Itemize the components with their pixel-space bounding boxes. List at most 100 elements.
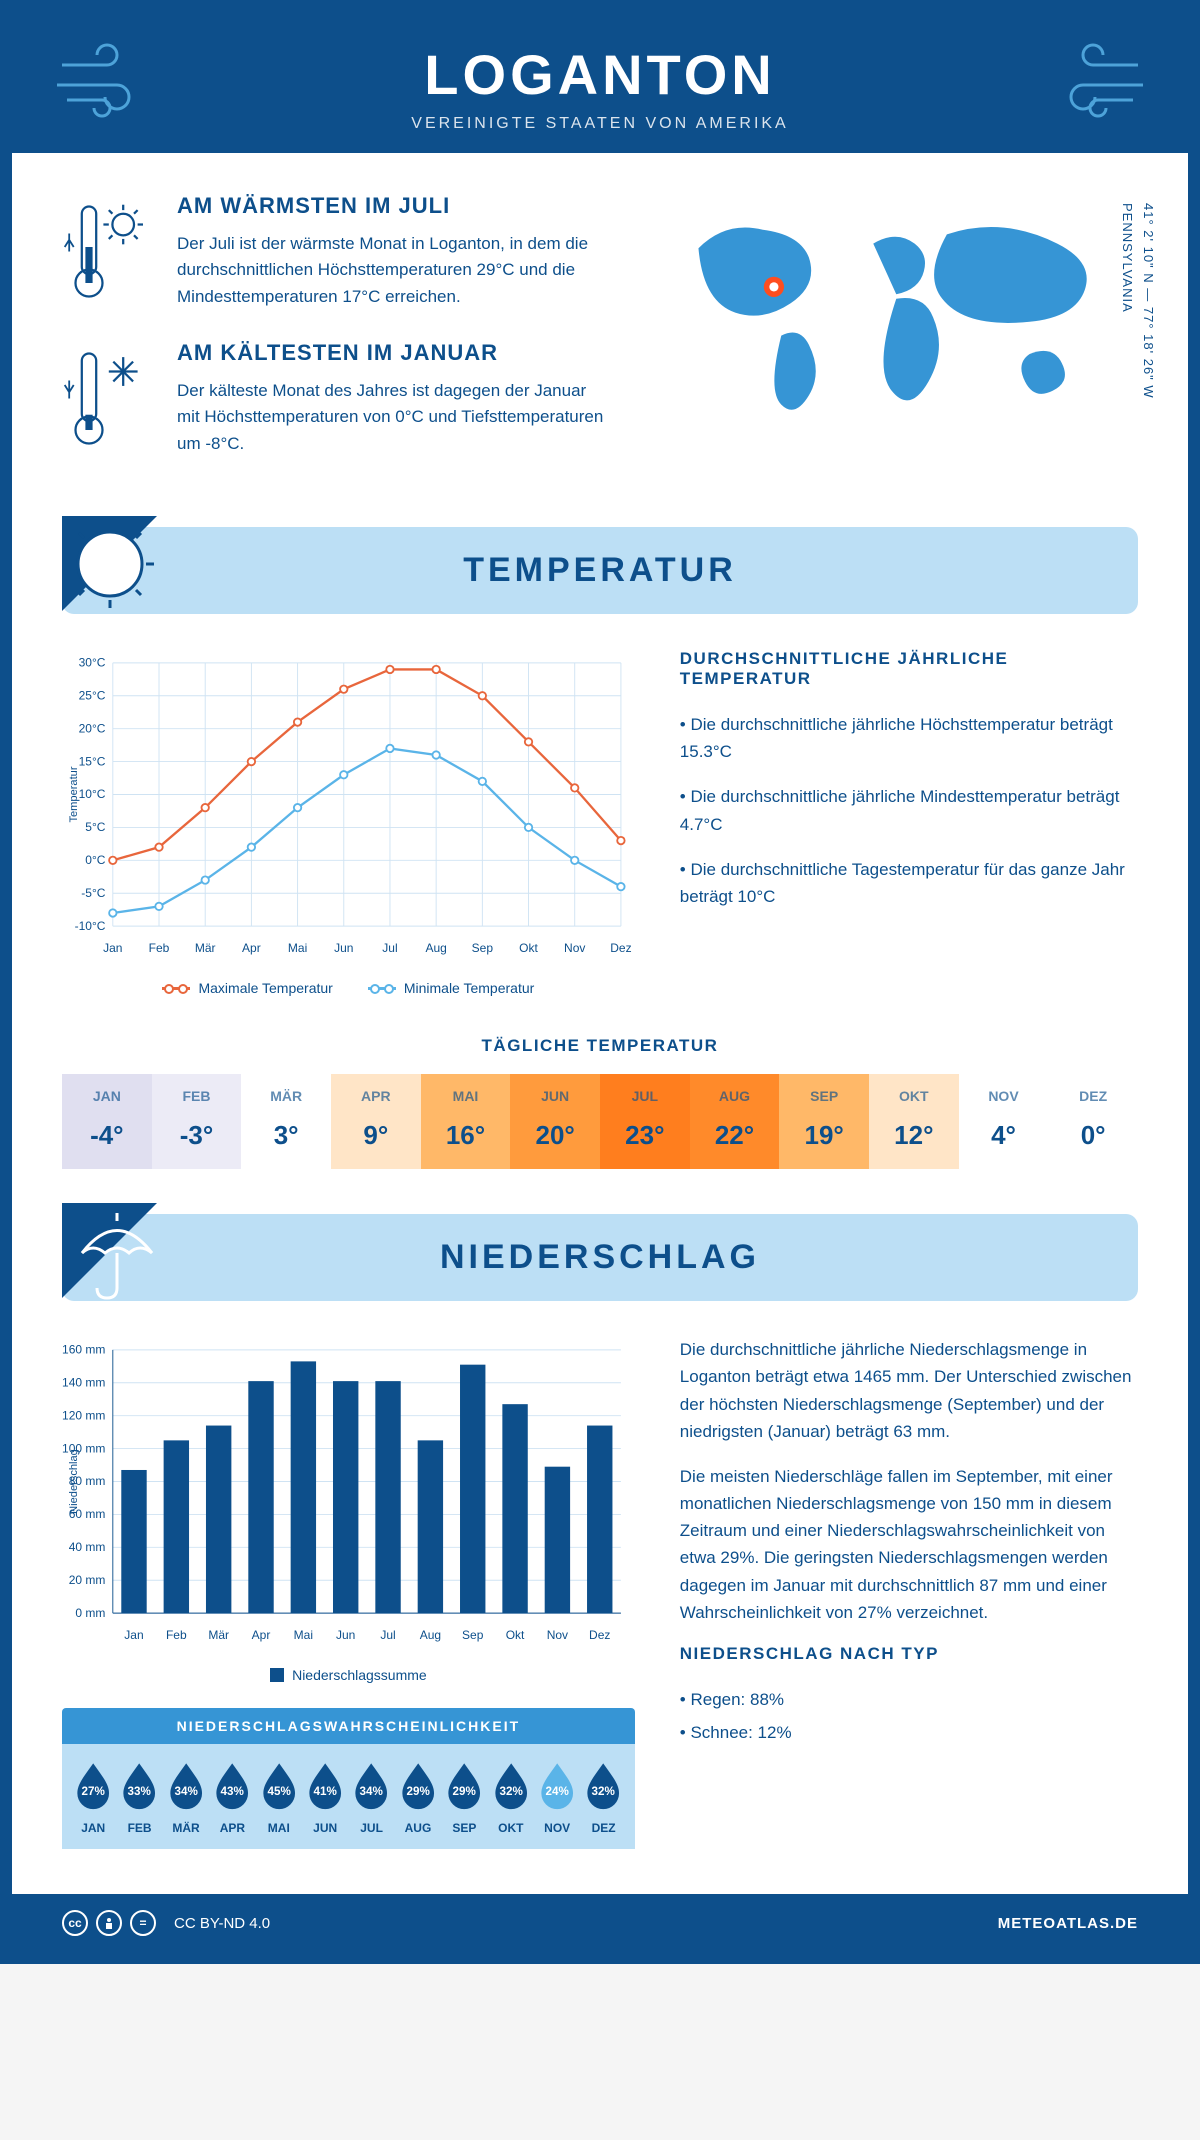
svg-text:30°C: 30°C [79,656,106,670]
temperature-info: DURCHSCHNITTLICHE JÄHRLICHE TEMPERATUR •… [680,649,1138,996]
svg-text:43%: 43% [221,1785,245,1798]
daily-cell: FEB-3° [152,1074,242,1169]
svg-text:Dez: Dez [589,1628,610,1642]
probability-drop: 43% APR [211,1760,253,1835]
daily-cell: DEZ0° [1048,1074,1138,1169]
daily-cell: JUN20° [510,1074,600,1169]
coordinates: 41° 2' 10" N — 77° 18' 26" W PENNSYLVANI… [1116,203,1158,399]
site-credit: METEOATLAS.DE [998,1915,1138,1932]
probability-drop: 24% NOV [536,1760,578,1835]
svg-text:27%: 27% [82,1785,106,1798]
svg-text:Feb: Feb [149,941,170,955]
svg-text:32%: 32% [499,1785,523,1798]
svg-text:-5°C: -5°C [81,886,105,900]
svg-text:Dez: Dez [610,941,631,955]
svg-text:Niederschlag: Niederschlag [68,1449,80,1514]
type-item: • Schnee: 12% [680,1719,1138,1746]
page-subtitle: VEREINIGTE STAATEN VON AMERIKA [12,115,1188,133]
svg-text:34%: 34% [174,1785,198,1798]
svg-text:0°C: 0°C [85,853,105,867]
header: LOGANTON VEREINIGTE STAATEN VON AMERIKA [12,12,1188,153]
daily-cell: OKT12° [869,1074,959,1169]
daily-cell: MÄR3° [241,1074,331,1169]
thermometer-sun-icon [62,193,152,310]
svg-text:20 mm: 20 mm [69,1573,106,1587]
svg-text:Nov: Nov [547,1628,568,1642]
daily-cell: MAI16° [421,1074,511,1169]
svg-text:Apr: Apr [252,1628,271,1642]
svg-text:25°C: 25°C [79,689,106,703]
svg-text:Sep: Sep [472,941,494,955]
svg-text:Feb: Feb [166,1628,187,1642]
fact-coldest: AM KÄLTESTEN IM JANUAR Der kälteste Mona… [62,340,605,457]
section-temperature: TEMPERATUR [62,527,1138,614]
cc-icon: cc [62,1910,88,1936]
probability-drop: 34% JUL [350,1760,392,1835]
thermometer-snow-icon [62,340,152,457]
svg-text:120 mm: 120 mm [62,1409,105,1423]
svg-text:41%: 41% [314,1785,338,1798]
fact-cold-text: Der kälteste Monat des Jahres ist dagege… [177,378,605,457]
svg-text:-10°C: -10°C [75,919,106,933]
by-icon [96,1910,122,1936]
svg-text:5°C: 5°C [85,820,105,834]
svg-text:Aug: Aug [420,1628,441,1642]
svg-text:34%: 34% [360,1785,384,1798]
svg-text:Mai: Mai [288,941,307,955]
temperature-legend: Maximale Temperatur Minimale Temperatur [62,980,635,996]
wind-icon [52,40,152,120]
sun-icon [62,516,172,626]
precipitation-info: Die durchschnittliche jährliche Niedersc… [680,1336,1138,1849]
svg-text:Aug: Aug [425,941,446,955]
daily-cell: JUL23° [600,1074,690,1169]
svg-text:29%: 29% [406,1785,430,1798]
nd-icon: = [130,1910,156,1936]
svg-text:Jan: Jan [124,1628,143,1642]
svg-text:24%: 24% [546,1785,570,1798]
probability-drop: 29% SEP [443,1760,485,1835]
fact-cold-heading: AM KÄLTESTEN IM JANUAR [177,340,605,366]
svg-text:Jan: Jan [103,941,122,955]
info-bullet: • Die durchschnittliche Tagestemperatur … [680,856,1138,910]
daily-cell: AUG22° [690,1074,780,1169]
svg-text:Mai: Mai [294,1628,313,1642]
svg-text:Jul: Jul [380,1628,395,1642]
probability-drop: 32% DEZ [582,1760,624,1835]
license: cc = CC BY-ND 4.0 [62,1910,270,1936]
svg-text:Okt: Okt [519,941,538,955]
fact-warm-heading: AM WÄRMSTEN IM JULI [177,193,605,219]
daily-cell: NOV4° [959,1074,1049,1169]
info-bullet: • Die durchschnittliche jährliche Höchst… [680,711,1138,765]
temperature-row: -10°C-5°C0°C5°C10°C15°C20°C25°C30°CJanFe… [62,649,1138,996]
svg-text:29%: 29% [453,1785,477,1798]
umbrella-icon [62,1203,172,1313]
daily-cell: APR9° [331,1074,421,1169]
svg-text:Jul: Jul [382,941,397,955]
footer: cc = CC BY-ND 4.0 METEOATLAS.DE [12,1894,1188,1952]
info-paragraph: Die durchschnittliche jährliche Niedersc… [680,1336,1138,1445]
svg-text:Okt: Okt [506,1628,525,1642]
temperature-title: TEMPERATUR [62,551,1138,590]
section-precipitation: NIEDERSCHLAG [62,1214,1138,1301]
world-map-icon [645,193,1138,423]
svg-text:40 mm: 40 mm [69,1540,106,1554]
precipitation-row: 0 mm20 mm40 mm60 mm80 mm100 mm120 mm140 … [62,1336,1138,1849]
probability-drop: 33% FEB [118,1760,160,1835]
svg-text:Mär: Mär [195,941,216,955]
svg-text:160 mm: 160 mm [62,1343,105,1357]
svg-text:45%: 45% [267,1785,291,1798]
svg-text:32%: 32% [592,1785,616,1798]
daily-cell: JAN-4° [62,1074,152,1169]
svg-text:Mär: Mär [208,1628,229,1642]
probability-drop: 41% JUN [304,1760,346,1835]
daily-temperature-grid: JAN-4°FEB-3°MÄR3°APR9°MAI16°JUN20°JUL23°… [62,1074,1138,1169]
info-bullet: • Die durchschnittliche jährliche Mindes… [680,783,1138,837]
daily-temp-heading: TÄGLICHE TEMPERATUR [62,1036,1138,1056]
daily-cell: SEP19° [779,1074,869,1169]
wind-icon [1048,40,1148,120]
precipitation-legend: Niederschlagssumme [62,1667,635,1683]
svg-text:10°C: 10°C [79,787,106,801]
type-item: • Regen: 88% [680,1686,1138,1713]
info-paragraph: Die meisten Niederschläge fallen im Sept… [680,1463,1138,1626]
precipitation-probability: NIEDERSCHLAGSWAHRSCHEINLICHKEIT 27% JAN … [62,1708,635,1849]
